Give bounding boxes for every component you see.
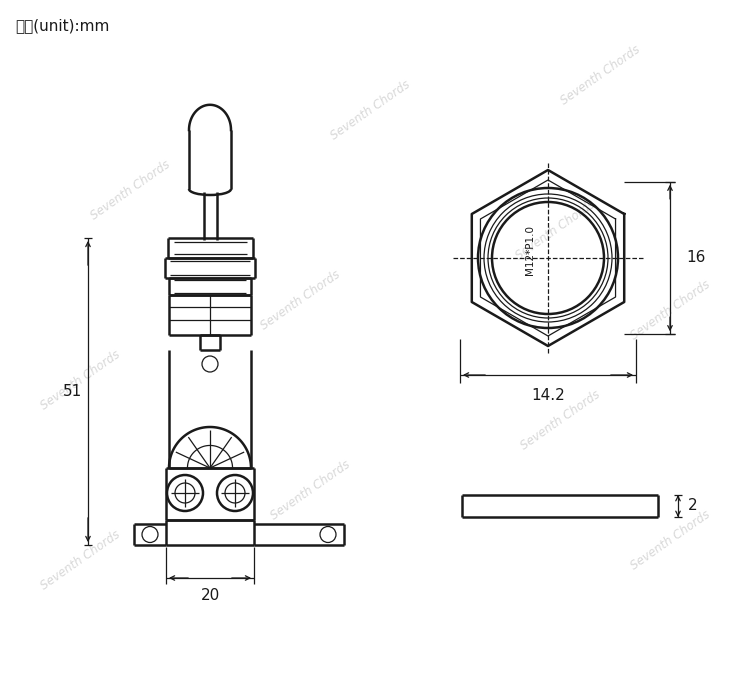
Text: Seventh Chords: Seventh Chords (513, 198, 597, 262)
Text: Seventh Chords: Seventh Chords (38, 528, 122, 592)
Text: Seventh Chords: Seventh Chords (88, 158, 172, 222)
Text: M12*P1.0: M12*P1.0 (525, 225, 535, 275)
Text: 51: 51 (62, 384, 82, 399)
Text: 单位(unit):mm: 单位(unit):mm (15, 18, 110, 33)
Text: Seventh Chords: Seventh Chords (268, 458, 352, 522)
Text: 2: 2 (688, 498, 698, 513)
Text: Seventh Chords: Seventh Chords (628, 508, 712, 572)
Text: 16: 16 (686, 250, 705, 265)
Text: Seventh Chords: Seventh Chords (328, 78, 412, 142)
Text: Seventh Chords: Seventh Chords (38, 348, 122, 412)
Text: 20: 20 (200, 588, 220, 603)
Text: Seventh Chords: Seventh Chords (518, 388, 602, 452)
Text: 14.2: 14.2 (531, 387, 565, 403)
Text: Seventh Chords: Seventh Chords (558, 43, 642, 107)
Text: Seventh Chords: Seventh Chords (258, 267, 342, 332)
Text: Seventh Chords: Seventh Chords (628, 278, 712, 343)
